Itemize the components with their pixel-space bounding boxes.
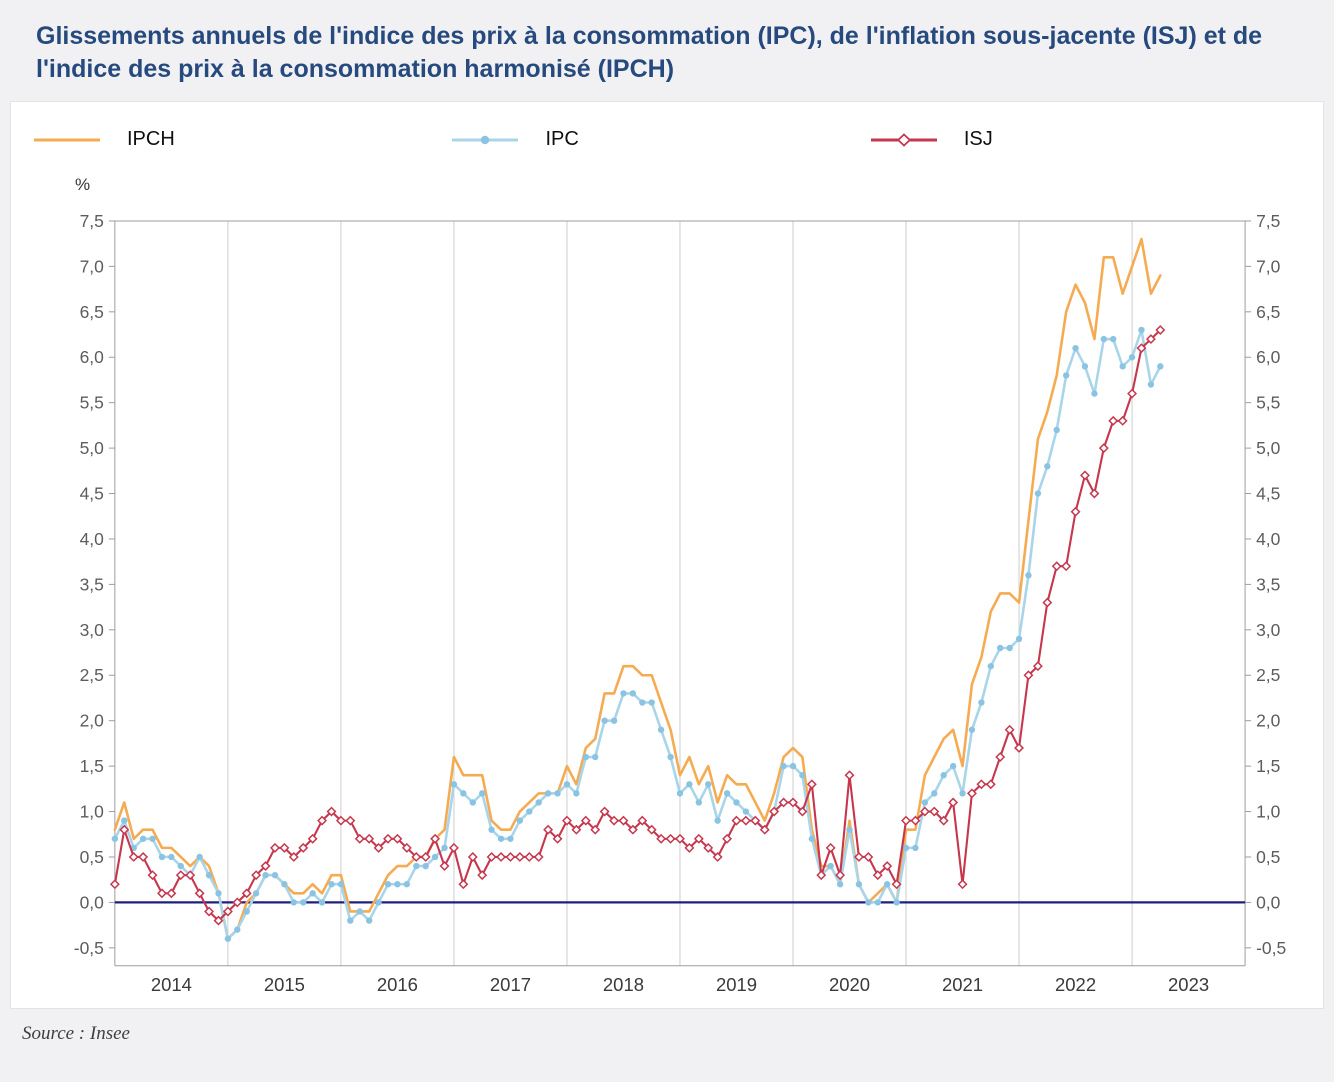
svg-text:2016: 2016 [377,974,418,995]
svg-text:3,0: 3,0 [80,620,105,640]
x-axis-labels: 2014 2015 2016 2017 2018 2019 2020 2021 2022 2023 [151,974,1209,995]
svg-text:-0,5: -0,5 [74,938,104,958]
svg-text:1,0: 1,0 [80,802,105,822]
svg-text:3,5: 3,5 [80,574,104,594]
svg-text:5,0: 5,0 [1256,438,1281,458]
legend-item-ipc[interactable]: IPC [451,128,869,151]
gridlines [114,220,1246,967]
svg-text:4,0: 4,0 [80,529,105,549]
y-axis-unit-label: % [75,175,91,194]
svg-text:2,0: 2,0 [80,711,105,731]
svg-text:0,0: 0,0 [1256,892,1281,912]
chart-plot: -0,5 0,0 0,5 1,0 1,5 2,0 2,5 3,0 3,5 4,0 4,5 5,0 5,5… [74,211,1286,995]
svg-text:2017: 2017 [490,974,531,995]
series-ipch [113,237,1162,941]
svg-text:0,5: 0,5 [80,847,104,867]
svg-text:1,0: 1,0 [1256,802,1281,822]
svg-text:2022: 2022 [1055,974,1096,995]
svg-text:2019: 2019 [716,974,757,995]
svg-text:5,5: 5,5 [80,393,104,413]
svg-text:2021: 2021 [942,974,983,995]
legend-swatch-isj-icon [870,132,937,147]
svg-text:7,0: 7,0 [80,256,105,276]
svg-text:2,5: 2,5 [80,665,104,685]
svg-text:4,5: 4,5 [1256,484,1280,504]
svg-text:5,5: 5,5 [1256,393,1280,413]
svg-text:1,5: 1,5 [1256,756,1280,776]
svg-text:3,0: 3,0 [1256,620,1281,640]
svg-text:6,0: 6,0 [1256,347,1281,367]
svg-text:5,0: 5,0 [80,438,105,458]
svg-text:6,5: 6,5 [1256,302,1280,322]
legend-label-ipch: IPCH [127,128,175,150]
source-note: Source : Insee [22,1022,130,1044]
svg-text:6,0: 6,0 [80,347,105,367]
svg-text:6,5: 6,5 [80,302,104,322]
svg-text:0,0: 0,0 [80,892,105,912]
y-axis-left: -0,5 0,0 0,5 1,0 1,5 2,0 2,5 3,0 3,5 4,0 4,5 5,0 5,5… [74,211,115,958]
legend-item-ipch[interactable]: IPCH [33,128,451,151]
svg-text:3,5: 3,5 [1256,574,1280,594]
svg-text:2020: 2020 [829,974,870,995]
svg-text:2,0: 2,0 [1256,711,1281,731]
svg-text:-0,5: -0,5 [1256,938,1286,958]
legend-label-isj: ISJ [963,128,993,150]
legend-label-ipc: IPC [545,128,579,150]
svg-text:2023: 2023 [1168,974,1209,995]
svg-text:0,5: 0,5 [1256,847,1280,867]
svg-text:7,0: 7,0 [1256,256,1281,276]
svg-text:2015: 2015 [264,974,305,995]
svg-text:2018: 2018 [603,974,644,995]
legend-swatch-ipch-icon [34,138,100,141]
svg-text:4,0: 4,0 [1256,529,1281,549]
y-axis-right: -0,5 0,0 0,5 1,0 1,5 2,0 2,5 3,0 3,5 4,0 4,5 5,0 5,5… [1245,211,1286,958]
svg-text:2014: 2014 [151,974,192,995]
chart-title: Glissements annuels de l'indice des prix… [36,22,1263,83]
svg-text:1,5: 1,5 [80,756,104,776]
series-isj [109,325,1166,926]
svg-text:7,5: 7,5 [1256,211,1280,231]
series-ipc [111,326,1164,942]
svg-text:7,5: 7,5 [80,211,104,231]
legend: IPCH IPC ISJ [33,128,1301,151]
chart-card: IPCH IPC ISJ % -0,5 0,0 0,5 1,0 1,5 2,0 2,5 3,0… [10,101,1324,1009]
legend-swatch-ipc-icon [452,135,519,144]
svg-text:4,5: 4,5 [80,484,104,504]
svg-text:2,5: 2,5 [1256,665,1280,685]
legend-item-isj[interactable]: ISJ [870,128,1288,151]
